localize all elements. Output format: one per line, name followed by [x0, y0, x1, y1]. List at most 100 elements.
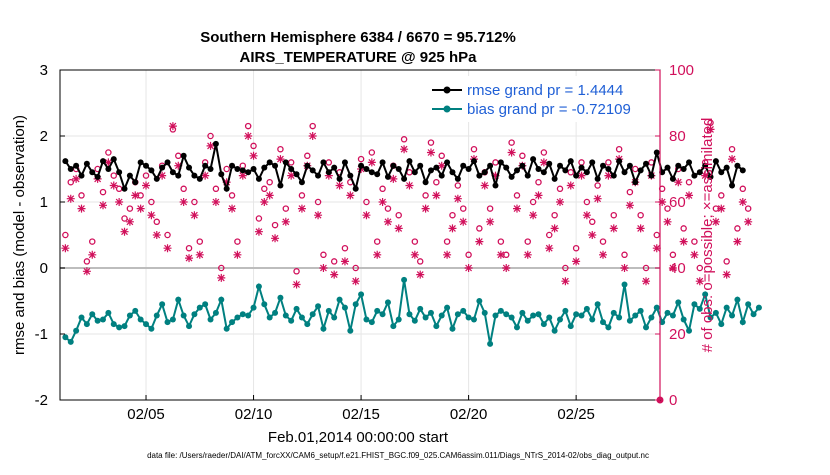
obs-possible-marker	[443, 238, 451, 245]
obs-assimilated-marker	[539, 158, 548, 167]
rmse-point	[449, 169, 456, 176]
obs-possible-marker	[562, 264, 569, 272]
obs-assimilated-marker	[276, 155, 285, 164]
bias-point	[675, 299, 682, 306]
bias-point	[535, 311, 542, 318]
obs-assimilated-marker	[174, 161, 183, 170]
obs-assimilated-marker	[486, 217, 495, 226]
bias-point	[358, 291, 365, 298]
bias-point	[476, 298, 483, 304]
bias-point	[245, 312, 252, 319]
bias-point	[234, 314, 241, 321]
rmse-point	[600, 162, 607, 169]
obs-assimilated-marker	[346, 191, 355, 200]
obs-possible-marker	[67, 178, 75, 186]
obs-assimilated-marker	[722, 270, 731, 279]
bias-point	[94, 317, 101, 324]
obs-possible-marker	[250, 142, 257, 150]
obs-possible-marker	[142, 172, 150, 179]
obs-assimilated-marker	[211, 198, 220, 206]
obs-possible-marker	[341, 244, 349, 252]
bias-point	[734, 296, 741, 303]
rmse-point	[557, 162, 563, 169]
bias-point	[605, 324, 612, 331]
obs-possible-marker	[352, 264, 359, 272]
tick-label-x: 02/10	[235, 406, 273, 423]
obs-assimilated-marker	[228, 204, 237, 213]
legend-bias-marker	[443, 105, 451, 113]
rmse-point	[444, 159, 451, 166]
bias-point	[755, 304, 762, 311]
bias-point	[180, 312, 187, 319]
bias-point	[616, 314, 623, 321]
obs-assimilated-marker	[373, 250, 382, 259]
rmse-point	[605, 166, 612, 172]
obs-assimilated-marker	[158, 171, 167, 180]
bias-point	[159, 301, 166, 308]
obs-possible-marker	[583, 198, 591, 206]
rmse-point	[223, 185, 230, 192]
obs-possible-marker	[207, 132, 214, 140]
obs-assimilated-marker	[115, 198, 124, 206]
obs-assimilated-marker	[507, 148, 516, 157]
obs-assimilated-marker	[695, 277, 704, 286]
obs-assimilated-marker	[271, 234, 280, 243]
obs-assimilated-marker	[297, 204, 306, 213]
obs-assimilated-marker	[142, 181, 151, 190]
obs-assimilated-marker	[453, 194, 462, 203]
y-axis-label-right: # of obs: o=possible; ×=assimilated	[699, 118, 716, 353]
rmse-point	[454, 175, 461, 182]
rmse-point	[255, 175, 262, 182]
obs-possible-marker	[105, 149, 112, 156]
obs-assimilated-marker	[556, 198, 564, 206]
tick-label-right: 40	[669, 260, 686, 277]
obs-assimilated-marker	[168, 122, 177, 131]
obs-possible-marker	[519, 152, 526, 160]
obs-assimilated-marker	[566, 181, 575, 190]
bias-point	[78, 314, 85, 321]
bias-point	[745, 301, 752, 308]
obs-assimilated-marker	[642, 277, 651, 286]
rmse-point	[589, 159, 596, 166]
obs-possible-marker	[486, 205, 494, 212]
rmse-point	[196, 175, 203, 182]
obs-possible-marker	[379, 185, 386, 193]
obs-possible-marker	[223, 165, 230, 173]
bias-point	[169, 316, 176, 323]
bias-point	[427, 309, 434, 316]
obs-possible-marker	[664, 205, 671, 212]
obs-assimilated-marker	[711, 217, 720, 226]
obs-assimilated-marker	[308, 132, 317, 140]
obs-possible-marker	[556, 185, 564, 193]
bias-point	[223, 325, 230, 332]
bias-point	[411, 317, 418, 324]
bias-point	[503, 311, 510, 318]
bias-point	[374, 307, 381, 314]
obs-possible-marker	[567, 169, 575, 176]
tick-label-x: 02/15	[342, 406, 380, 423]
bias-point	[153, 312, 160, 319]
rmse-point	[691, 172, 698, 179]
obs-assimilated-marker	[588, 231, 597, 239]
rmse-point	[234, 166, 241, 172]
bias-point	[433, 323, 440, 330]
obs-assimilated-marker	[147, 211, 156, 220]
rmse-point	[325, 169, 332, 176]
obs-assimilated-marker	[244, 132, 253, 140]
obs-possible-marker	[551, 211, 558, 219]
rmse-point	[368, 169, 375, 176]
obs-assimilated-marker	[104, 158, 113, 167]
obs-possible-marker	[373, 238, 381, 245]
bias-point	[89, 311, 96, 318]
bias-point	[449, 325, 456, 332]
obs-assimilated-marker	[421, 204, 430, 213]
obs-possible-marker	[653, 231, 661, 239]
rmse-point	[567, 158, 574, 165]
obs-assimilated-marker	[459, 217, 468, 226]
rmse-point	[315, 172, 322, 179]
bias-point	[288, 317, 295, 324]
obs-possible-marker	[718, 192, 725, 199]
rmse-point	[352, 185, 359, 192]
obs-assimilated-marker	[206, 141, 215, 150]
bias-point	[315, 303, 322, 310]
